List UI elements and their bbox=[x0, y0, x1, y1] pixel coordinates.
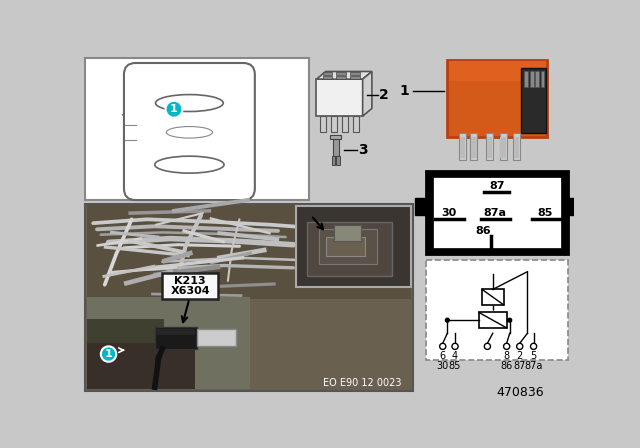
Text: 2: 2 bbox=[379, 87, 388, 102]
Text: 30: 30 bbox=[441, 208, 456, 218]
Bar bbox=[486, 137, 492, 159]
Bar bbox=[486, 133, 493, 160]
Text: 87: 87 bbox=[489, 181, 504, 191]
Bar bbox=[337, 72, 346, 75]
Text: 85: 85 bbox=[449, 361, 461, 370]
Circle shape bbox=[508, 318, 511, 322]
Text: 87: 87 bbox=[513, 361, 526, 370]
Bar bbox=[426, 260, 568, 360]
Text: 86: 86 bbox=[500, 361, 513, 370]
Bar bbox=[334, 225, 361, 241]
Bar bbox=[156, 329, 195, 335]
Bar bbox=[87, 319, 164, 389]
Bar bbox=[449, 61, 546, 81]
Text: 4: 4 bbox=[452, 351, 458, 362]
Bar bbox=[332, 156, 335, 165]
Text: 470836: 470836 bbox=[496, 386, 543, 399]
Bar bbox=[460, 137, 465, 159]
Polygon shape bbox=[316, 72, 372, 79]
Bar bbox=[447, 60, 547, 137]
Bar bbox=[350, 76, 360, 79]
Circle shape bbox=[440, 343, 446, 349]
Ellipse shape bbox=[155, 156, 224, 173]
Bar bbox=[330, 134, 341, 139]
Bar bbox=[197, 329, 236, 346]
Text: 1: 1 bbox=[105, 349, 113, 359]
Text: 1: 1 bbox=[399, 84, 409, 98]
Circle shape bbox=[504, 343, 509, 349]
Bar bbox=[426, 171, 568, 254]
Bar bbox=[459, 133, 466, 160]
Bar bbox=[333, 139, 339, 156]
Bar bbox=[535, 72, 539, 87]
Bar bbox=[87, 206, 411, 299]
Bar bbox=[471, 137, 477, 159]
Bar bbox=[500, 133, 507, 160]
Ellipse shape bbox=[166, 126, 212, 138]
Text: 2: 2 bbox=[516, 351, 523, 362]
Circle shape bbox=[445, 318, 449, 322]
Bar bbox=[87, 297, 250, 389]
Bar bbox=[316, 79, 363, 116]
Bar bbox=[155, 327, 197, 349]
Bar bbox=[86, 204, 413, 391]
Bar bbox=[541, 72, 545, 87]
Bar bbox=[479, 313, 507, 328]
Ellipse shape bbox=[156, 95, 223, 112]
Bar bbox=[331, 116, 337, 132]
Polygon shape bbox=[363, 72, 372, 116]
Text: 3: 3 bbox=[358, 143, 367, 157]
Bar bbox=[337, 76, 346, 79]
Bar bbox=[337, 156, 340, 165]
Bar bbox=[353, 116, 359, 132]
Circle shape bbox=[452, 343, 458, 349]
Bar bbox=[350, 72, 360, 75]
Text: EO E90 12 0023: EO E90 12 0023 bbox=[323, 378, 401, 388]
Circle shape bbox=[101, 346, 116, 362]
Circle shape bbox=[166, 101, 182, 118]
Bar bbox=[342, 116, 348, 132]
Bar bbox=[520, 68, 546, 133]
Text: 86: 86 bbox=[476, 226, 492, 236]
Bar bbox=[326, 237, 365, 256]
Text: 85: 85 bbox=[538, 208, 553, 218]
Text: X6304: X6304 bbox=[170, 286, 210, 296]
Text: 8: 8 bbox=[504, 351, 509, 362]
Bar bbox=[86, 58, 308, 200]
Bar bbox=[433, 177, 561, 248]
Bar bbox=[163, 273, 218, 299]
Bar bbox=[319, 229, 376, 264]
Bar bbox=[566, 198, 579, 215]
Text: 1: 1 bbox=[170, 104, 178, 114]
Text: 6: 6 bbox=[440, 351, 446, 362]
Text: 87a: 87a bbox=[524, 361, 543, 370]
Bar bbox=[320, 116, 326, 132]
Bar bbox=[500, 137, 506, 159]
Text: K213: K213 bbox=[174, 276, 206, 286]
FancyBboxPatch shape bbox=[124, 63, 255, 200]
Bar bbox=[470, 133, 477, 160]
Text: 30: 30 bbox=[436, 361, 449, 370]
Bar bbox=[87, 343, 195, 389]
Bar bbox=[296, 206, 411, 287]
Text: 87a: 87a bbox=[484, 208, 507, 218]
Bar bbox=[524, 72, 528, 87]
Bar bbox=[482, 289, 504, 305]
Bar bbox=[323, 72, 332, 75]
Circle shape bbox=[516, 343, 523, 349]
Circle shape bbox=[484, 343, 490, 349]
Bar bbox=[513, 133, 520, 160]
Bar bbox=[307, 222, 392, 276]
Circle shape bbox=[531, 343, 537, 349]
Bar bbox=[513, 137, 519, 159]
Bar bbox=[530, 72, 534, 87]
Bar bbox=[415, 198, 428, 215]
Text: 5: 5 bbox=[531, 351, 537, 362]
Bar bbox=[323, 76, 332, 79]
